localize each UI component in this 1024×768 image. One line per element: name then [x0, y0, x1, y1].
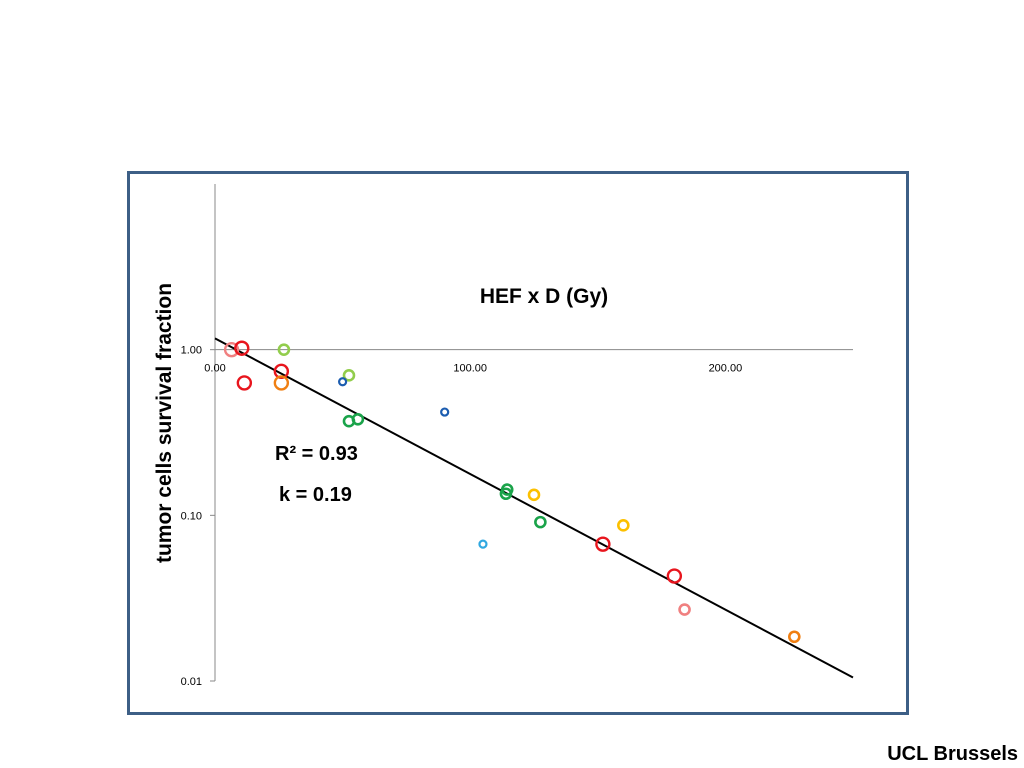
data-point — [273, 363, 290, 380]
data-point — [440, 407, 450, 417]
y-tick-label: 0.01 — [181, 676, 202, 688]
tick-marks — [210, 349, 215, 682]
plot-frame: 0.00 100.00 200.00 1.00 0.10 0.01 HEF x … — [127, 171, 909, 715]
data-point — [666, 568, 683, 584]
data-point — [234, 340, 250, 356]
data-point — [595, 536, 611, 552]
data-point — [351, 412, 365, 426]
data-point — [338, 377, 348, 387]
data-point — [342, 369, 356, 382]
x-tick-label: 0.00 — [204, 363, 225, 375]
data-point — [478, 539, 488, 549]
data-point — [277, 343, 291, 356]
y-axis-title: tumor cells survival fraction — [153, 283, 176, 563]
data-point — [788, 630, 801, 644]
data-point — [500, 483, 514, 496]
data-point — [534, 515, 547, 529]
regression-line — [214, 337, 854, 679]
footer-credit: UCL Brussels — [887, 743, 1018, 765]
x-tick-label: 100.00 — [453, 363, 487, 375]
data-point — [236, 375, 253, 391]
data-point — [273, 375, 290, 391]
y-tick-label: 1.00 — [181, 345, 202, 357]
data-points — [223, 340, 801, 644]
r-squared-label: R² = 0.93 — [275, 443, 358, 465]
y-tick-label: 0.10 — [181, 510, 202, 522]
data-point — [678, 603, 691, 616]
k-constant-label: k = 0.19 — [279, 484, 352, 506]
data-point — [223, 341, 240, 358]
data-point — [617, 519, 630, 532]
scatter-chart: 0.00 100.00 200.00 1.00 0.10 0.01 HEF x … — [153, 184, 854, 688]
data-point — [527, 488, 541, 502]
x-axis-title: HEF x D (Gy) — [480, 285, 608, 308]
x-tick-label: 200.00 — [709, 363, 743, 375]
